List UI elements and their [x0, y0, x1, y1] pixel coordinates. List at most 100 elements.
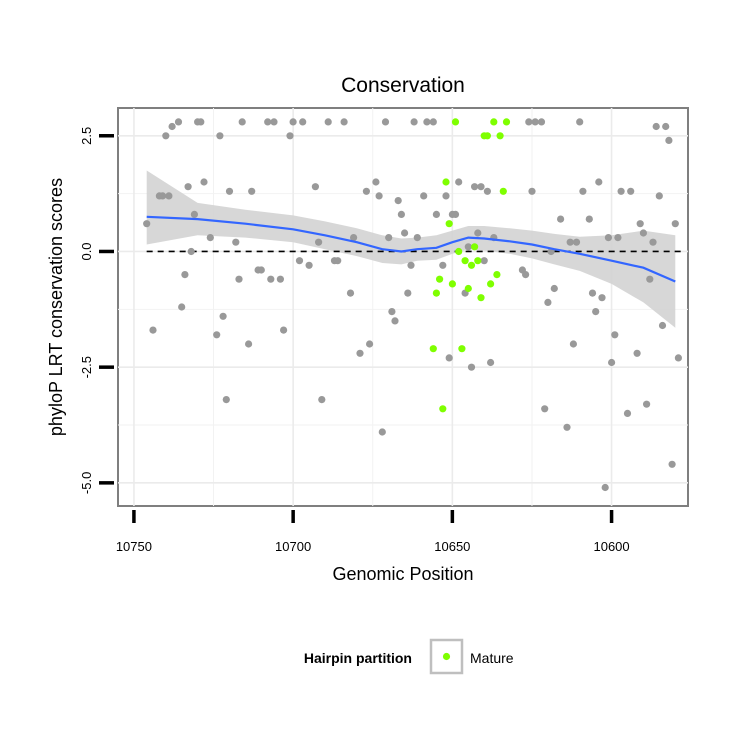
data-point — [639, 229, 648, 237]
data-point — [522, 271, 530, 279]
data-point — [627, 187, 635, 195]
data-point — [270, 118, 278, 126]
data-point-mature — [502, 118, 511, 126]
data-point — [595, 178, 603, 186]
data-point — [334, 257, 342, 265]
data-point — [190, 210, 198, 218]
data-point-mature — [499, 187, 507, 195]
data-point — [588, 289, 597, 297]
y-tick-label: -2.5 — [79, 356, 94, 378]
data-point — [174, 118, 183, 126]
data-point — [572, 238, 581, 246]
data-point — [238, 118, 246, 126]
data-point — [563, 423, 571, 431]
data-point — [671, 220, 679, 228]
smooth-line-layer — [146, 215, 676, 283]
data-point — [643, 400, 651, 408]
data-point-mature — [455, 247, 463, 256]
data-point — [385, 234, 393, 242]
data-point — [381, 118, 390, 126]
data-point-mature — [467, 261, 476, 269]
data-point — [394, 197, 402, 205]
data-point-mature — [471, 243, 479, 251]
data-point — [168, 122, 176, 131]
data-point — [318, 396, 326, 404]
data-point — [143, 220, 151, 228]
data-point — [585, 215, 593, 223]
chart-title: Conservation — [341, 74, 465, 97]
data-point — [235, 275, 243, 283]
data-point — [267, 275, 275, 283]
smooth-trend-line — [146, 215, 676, 283]
data-point — [531, 118, 539, 126]
data-point-mature — [451, 118, 460, 126]
data-point-mature — [429, 345, 437, 353]
data-point — [646, 275, 654, 283]
y-tick-label: 0.0 — [79, 242, 94, 260]
data-point — [184, 183, 192, 191]
data-point-mature — [487, 280, 495, 288]
data-point — [410, 118, 418, 126]
data-point — [623, 409, 632, 417]
plot-border — [117, 107, 689, 507]
data-point — [617, 187, 625, 195]
data-point — [276, 275, 284, 283]
data-point — [611, 331, 619, 339]
data-point — [340, 118, 348, 126]
data-point-mature — [461, 257, 469, 265]
x-tick-label: 10650 — [434, 539, 470, 554]
data-point-mature — [496, 132, 504, 140]
data-point-mature — [432, 289, 440, 297]
data-point — [652, 122, 660, 131]
data-point — [649, 238, 657, 246]
data-point — [378, 428, 386, 436]
data-point — [420, 192, 428, 200]
data-point — [162, 132, 170, 140]
data-point — [346, 289, 355, 297]
data-point — [483, 187, 491, 195]
data-point — [286, 132, 294, 140]
data-point — [391, 317, 399, 325]
data-point — [474, 229, 482, 237]
data-point — [356, 349, 364, 357]
data-point — [592, 308, 600, 316]
data-point — [159, 192, 167, 200]
data-point — [467, 363, 476, 371]
data-point — [544, 298, 552, 306]
data-point — [477, 183, 485, 191]
legend-label-mature: Mature — [470, 650, 514, 666]
data-point — [232, 238, 240, 246]
data-point — [413, 234, 421, 242]
data-point — [375, 192, 383, 200]
data-point — [165, 192, 173, 200]
plot-panel — [117, 107, 689, 507]
data-point — [289, 118, 297, 126]
legend-key-mature-dot — [442, 652, 451, 661]
data-point — [311, 183, 319, 191]
data-point — [305, 261, 313, 269]
data-point — [295, 257, 304, 265]
x-tick-label: 10750 — [116, 539, 152, 554]
data-point — [404, 289, 412, 297]
data-point — [248, 187, 256, 195]
data-point — [222, 396, 230, 404]
data-point — [480, 257, 488, 265]
y-tick-label: 2.5 — [79, 127, 94, 145]
data-point — [464, 243, 472, 251]
data-point — [604, 234, 613, 242]
data-point — [608, 358, 616, 367]
data-point — [550, 284, 558, 293]
data-point — [601, 483, 609, 492]
data-point — [537, 118, 546, 126]
data-point-mature — [448, 280, 456, 288]
data-point — [557, 215, 565, 223]
data-point — [149, 326, 157, 334]
data-point-mature — [490, 118, 498, 126]
data-point-mature — [464, 284, 472, 293]
data-point — [213, 331, 221, 339]
data-point — [668, 460, 676, 468]
data-point — [439, 261, 447, 269]
data-point — [569, 340, 578, 348]
x-axis: 10750 10700 10650 10600 — [116, 510, 630, 554]
legend-title: Hairpin partition — [304, 650, 412, 666]
